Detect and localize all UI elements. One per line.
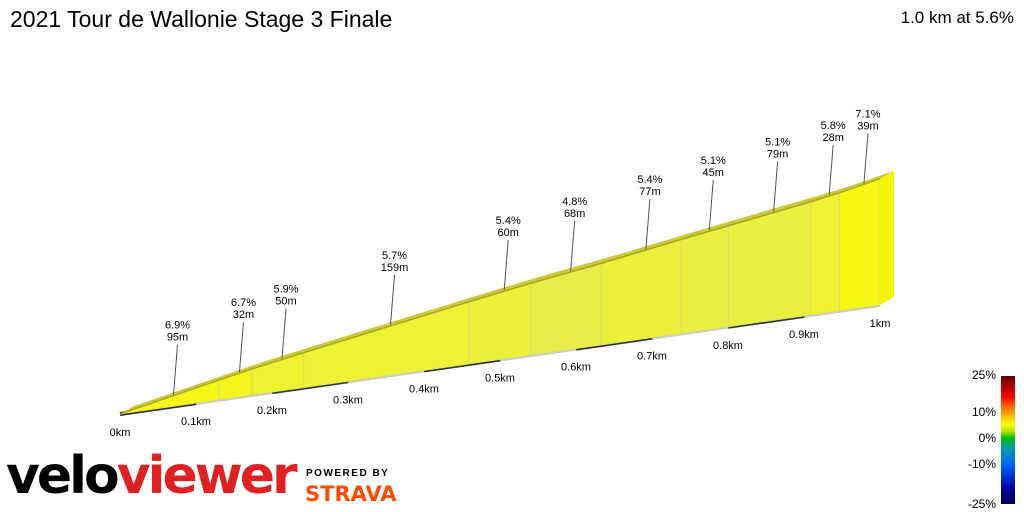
- segment-length-label: 95m: [167, 332, 188, 344]
- distance-tick-label: 0.3km: [333, 394, 363, 406]
- powered-by-label: POWERED BY: [306, 468, 390, 479]
- distance-tick-label: 0.1km: [181, 416, 211, 428]
- distance-tick-label: 1km: [870, 318, 891, 330]
- profile-segment-face: [601, 238, 683, 346]
- segment-leader-line: [503, 240, 509, 291]
- legend-label-neg10: -10%: [967, 457, 996, 471]
- segment-leader-line: [828, 144, 834, 196]
- profile-segment-face: [810, 192, 840, 316]
- segment-gradient-label: 5.4%: [637, 174, 662, 186]
- veloviewer-logo[interactable]: veloviewer: [6, 450, 298, 502]
- profile-segment-face: [839, 178, 881, 312]
- distance-tick-label: 0.7km: [637, 351, 667, 363]
- logo-velo-text: velo: [6, 446, 120, 506]
- strava-logo[interactable]: STRAVA: [305, 482, 397, 506]
- segment-gradient-label: 6.9%: [165, 320, 190, 332]
- segment-leader-line: [173, 344, 179, 395]
- segment-gradient-label: 7.1%: [855, 108, 880, 120]
- segment-leader-line: [570, 220, 576, 271]
- segment-length-label: 159m: [381, 262, 409, 274]
- profile-end-cap: [880, 170, 894, 305]
- segment-leader-line: [863, 133, 869, 184]
- distance-tick-label: 0.6km: [561, 362, 591, 374]
- legend-label-10: 10%: [971, 405, 996, 419]
- segment-leader-line: [238, 322, 244, 373]
- distance-tick-label: 0.8km: [713, 340, 743, 352]
- segment-gradient-label: 5.1%: [765, 136, 790, 148]
- legend-label-0: 0%: [978, 431, 996, 445]
- segment-leader-line: [281, 308, 287, 359]
- segment-length-label: 60m: [497, 227, 518, 239]
- segment-gradient-label: 6.7%: [231, 297, 256, 309]
- legend-label-25: 25%: [971, 368, 996, 382]
- segment-length-label: 39m: [857, 120, 878, 132]
- profile-segment-face: [681, 225, 729, 334]
- distance-tick-label: 0km: [110, 427, 131, 439]
- segment-gradient-label: 5.9%: [273, 283, 298, 295]
- logo-viewer-text: viewer: [116, 446, 298, 506]
- segment-leader-line: [645, 198, 651, 249]
- profile-top-edge: [119, 178, 881, 415]
- distance-tick-label: 0.2km: [257, 405, 287, 417]
- segment-gradient-label: 4.8%: [562, 196, 587, 208]
- segment-gradient-label: 5.1%: [701, 155, 726, 167]
- segment-gradient-label: 5.8%: [821, 120, 846, 132]
- legend-label-neg25: -25%: [967, 497, 996, 511]
- segment-length-label: 77m: [639, 186, 660, 198]
- segment-gradient-label: 5.7%: [382, 250, 407, 262]
- profile-top-surface: [120, 170, 894, 414]
- segment-length-label: 50m: [275, 295, 296, 307]
- segment-length-label: 32m: [233, 309, 254, 321]
- segment-leader-line: [708, 180, 714, 231]
- chart-title: 2021 Tour de Wallonie Stage 3 Finale: [10, 6, 393, 32]
- distance-tick-label: 0.9km: [789, 329, 819, 341]
- gradient-color-legend: [1001, 376, 1015, 504]
- distance-tick-label: 0.4km: [409, 383, 439, 395]
- distance-tick-label: 0.5km: [485, 373, 515, 385]
- segment-leader-line: [390, 274, 396, 325]
- segment-gradient-label: 5.4%: [496, 215, 521, 227]
- segment-leader-line: [773, 161, 779, 212]
- climb-summary: 1.0 km at 5.6%: [900, 8, 1014, 27]
- segment-length-label: 79m: [767, 148, 788, 160]
- segment-length-label: 45m: [703, 167, 724, 179]
- segment-length-label: 28m: [822, 132, 843, 144]
- segment-length-label: 68m: [564, 208, 585, 220]
